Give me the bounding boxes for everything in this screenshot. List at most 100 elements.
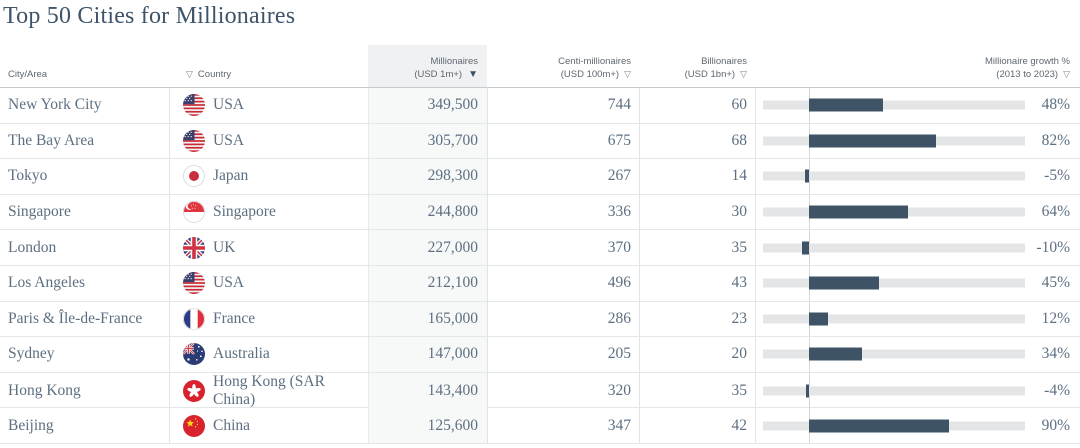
city-name: Tokyo [8, 167, 48, 185]
billionaires-cell: 35 [639, 372, 755, 409]
growth-bar [809, 347, 862, 361]
growth-bar [809, 419, 949, 433]
table-body: New York City USA 349,500 744 60 48% The… [0, 88, 1080, 444]
table-row: Hong Kong Hong Kong (SAR China) 143,400 … [0, 372, 1080, 409]
city-name: The Bay Area [8, 131, 95, 149]
growth-bar-track [763, 386, 1025, 396]
centi-millionaires-cell: 286 [487, 301, 639, 337]
centi-millionaires-cell: 336 [487, 194, 639, 230]
millionaires-cell: 305,700 [368, 123, 487, 159]
sort-icon[interactable]: ▽ [740, 69, 747, 79]
country-cell: USA [169, 265, 368, 301]
usa-flag [183, 272, 205, 295]
city-name: Beijing [8, 416, 54, 434]
growth-value: -10% [1036, 238, 1070, 256]
billionaires-cell: 42 [639, 408, 755, 443]
growth-bar [809, 276, 879, 290]
country-cell: Hong Kong (SAR China) [169, 372, 368, 409]
country-name: Hong Kong (SAR China) [213, 372, 325, 408]
col-header-millionaire-growth[interactable]: Millionaire growth % (2013 to 2023) ▽ [755, 45, 1080, 87]
col-label-city-area: City/Area [8, 69, 48, 80]
city-name: London [8, 238, 57, 256]
growth-bar-track [763, 349, 1025, 359]
country-name: Singapore [213, 203, 276, 221]
col-label-millionaire-growth: Millionaire growth % [984, 56, 1070, 67]
table-row: Beijing China 125,600 347 42 90% [0, 408, 1080, 444]
col-label-country: Country [197, 69, 232, 80]
hong-kong-flag [183, 379, 205, 402]
billionaires-cell: 60 [639, 88, 755, 123]
country-cell: Australia [169, 337, 368, 372]
city-name: Singapore [8, 203, 71, 221]
growth-cell: 82% [755, 123, 1080, 159]
country-cell: France [169, 301, 368, 337]
city-cell: Paris & Île-de-France [0, 302, 169, 337]
growth-bar-track [763, 171, 1025, 181]
country-cell: UK [169, 230, 368, 265]
filter-icon[interactable]: ▽ [186, 69, 193, 79]
city-cell: The Bay Area [0, 124, 169, 159]
millionaires-cell: 165,000 [368, 301, 487, 337]
centi-millionaires-cell: 347 [487, 408, 639, 443]
city-cell: Beijing [0, 408, 169, 443]
country-cell: Japan [169, 159, 368, 194]
country-cell: USA [169, 123, 368, 159]
growth-value: -4% [1044, 381, 1070, 399]
col-header-millionaires[interactable]: Millionaires (USD 1m+) ▼ [368, 45, 487, 87]
growth-value: 34% [1041, 345, 1070, 363]
country-name: China [213, 416, 251, 434]
growth-cell: 34% [755, 337, 1080, 372]
growth-cell: 64% [755, 194, 1080, 230]
country-name: USA [213, 131, 245, 149]
country-name: Japan [213, 167, 249, 185]
col-header-billionaires[interactable]: Billionaires (USD 1bn+) ▽ [639, 45, 755, 87]
centi-millionaires-cell: 744 [487, 88, 639, 123]
sort-icon[interactable]: ▽ [624, 69, 631, 79]
growth-cell: -10% [755, 230, 1080, 265]
growth-value: 64% [1041, 203, 1070, 221]
growth-cell: 12% [755, 301, 1080, 337]
growth-value: -5% [1044, 167, 1070, 185]
growth-bar [805, 169, 809, 183]
billionaires-cell: 23 [639, 301, 755, 337]
growth-value: 82% [1041, 131, 1070, 149]
table-row: The Bay Area USA 305,700 675 68 82% [0, 123, 1080, 160]
table-row: Singapore Singapore 244,800 336 30 64% [0, 194, 1080, 231]
growth-bar-track [763, 278, 1025, 288]
col-label-millionaires: Millionaires [430, 56, 478, 67]
country-name: UK [213, 238, 236, 256]
sort-icon[interactable]: ▽ [1063, 69, 1070, 79]
table-row: London UK 227,000 370 35 -10% [0, 230, 1080, 266]
growth-bar [806, 384, 809, 398]
australia-flag [183, 343, 205, 366]
city-cell: Hong Kong [0, 373, 169, 409]
city-cell: London [0, 230, 169, 265]
growth-bar [809, 312, 828, 326]
city-cell: Los Angeles [0, 266, 169, 301]
singapore-flag [183, 201, 205, 224]
millionaires-cell: 125,600 [368, 408, 487, 443]
col-header-centi-millionaires[interactable]: Centi-millionaires (USD 100m+) ▽ [487, 45, 639, 87]
col-header-city-area[interactable]: City/Area [0, 45, 169, 87]
page-title: Top 50 Cities for Millionaires [3, 3, 296, 29]
sort-desc-icon[interactable]: ▼ [468, 69, 478, 80]
col-header-country[interactable]: ▽ Country [169, 45, 368, 87]
centi-millionaires-cell: 205 [487, 337, 639, 372]
country-name: Australia [213, 345, 270, 363]
city-name: Paris & Île-de-France [8, 309, 143, 327]
city-cell: New York City [0, 88, 169, 123]
millionaires-cell: 227,000 [368, 230, 487, 265]
growth-value: 45% [1041, 274, 1070, 292]
growth-bar-track [763, 100, 1025, 110]
centi-millionaires-cell: 496 [487, 265, 639, 301]
growth-cell: 48% [755, 88, 1080, 123]
city-cell: Singapore [0, 195, 169, 230]
city-cell: Tokyo [0, 159, 169, 194]
table-row: Tokyo Japan 298,300 267 14 -5% [0, 159, 1080, 195]
growth-cell: 45% [755, 265, 1080, 301]
billionaires-cell: 30 [639, 194, 755, 230]
table-row: New York City USA 349,500 744 60 48% [0, 88, 1080, 124]
table-header-row: City/Area ▽ Country Millionaires (USD 1m… [0, 45, 1080, 88]
growth-cell: -5% [755, 159, 1080, 194]
usa-flag [183, 129, 205, 152]
